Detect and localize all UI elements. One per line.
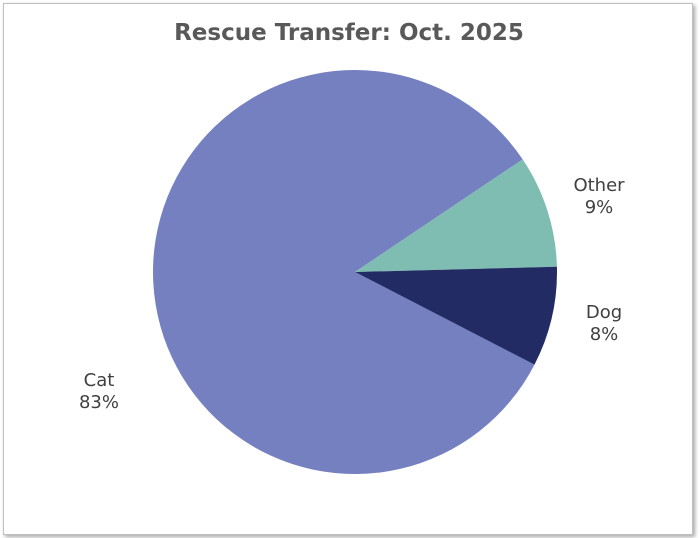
data-label-other-name: Other <box>573 175 625 196</box>
data-label-dog-name: Dog <box>585 302 623 323</box>
data-label-other: Other 9% <box>539 175 659 219</box>
chart-frame: Rescue Transfer: Oct. 2025 Other 9% Dog … <box>3 3 693 535</box>
pie-chart <box>152 70 557 475</box>
data-label-dog-percent: 8% <box>589 324 619 345</box>
data-label-cat-name: Cat <box>83 370 115 391</box>
pie-slice-other <box>355 159 557 272</box>
data-label-cat: Cat 83% <box>49 370 149 414</box>
data-label-dog: Dog 8% <box>554 302 654 346</box>
chart-title: Rescue Transfer: Oct. 2025 <box>174 20 524 46</box>
data-label-other-percent: 9% <box>584 197 614 218</box>
pie-slice-dog <box>355 266 557 365</box>
pie-slice-cat <box>152 70 535 475</box>
data-label-cat-percent: 83% <box>78 392 119 413</box>
